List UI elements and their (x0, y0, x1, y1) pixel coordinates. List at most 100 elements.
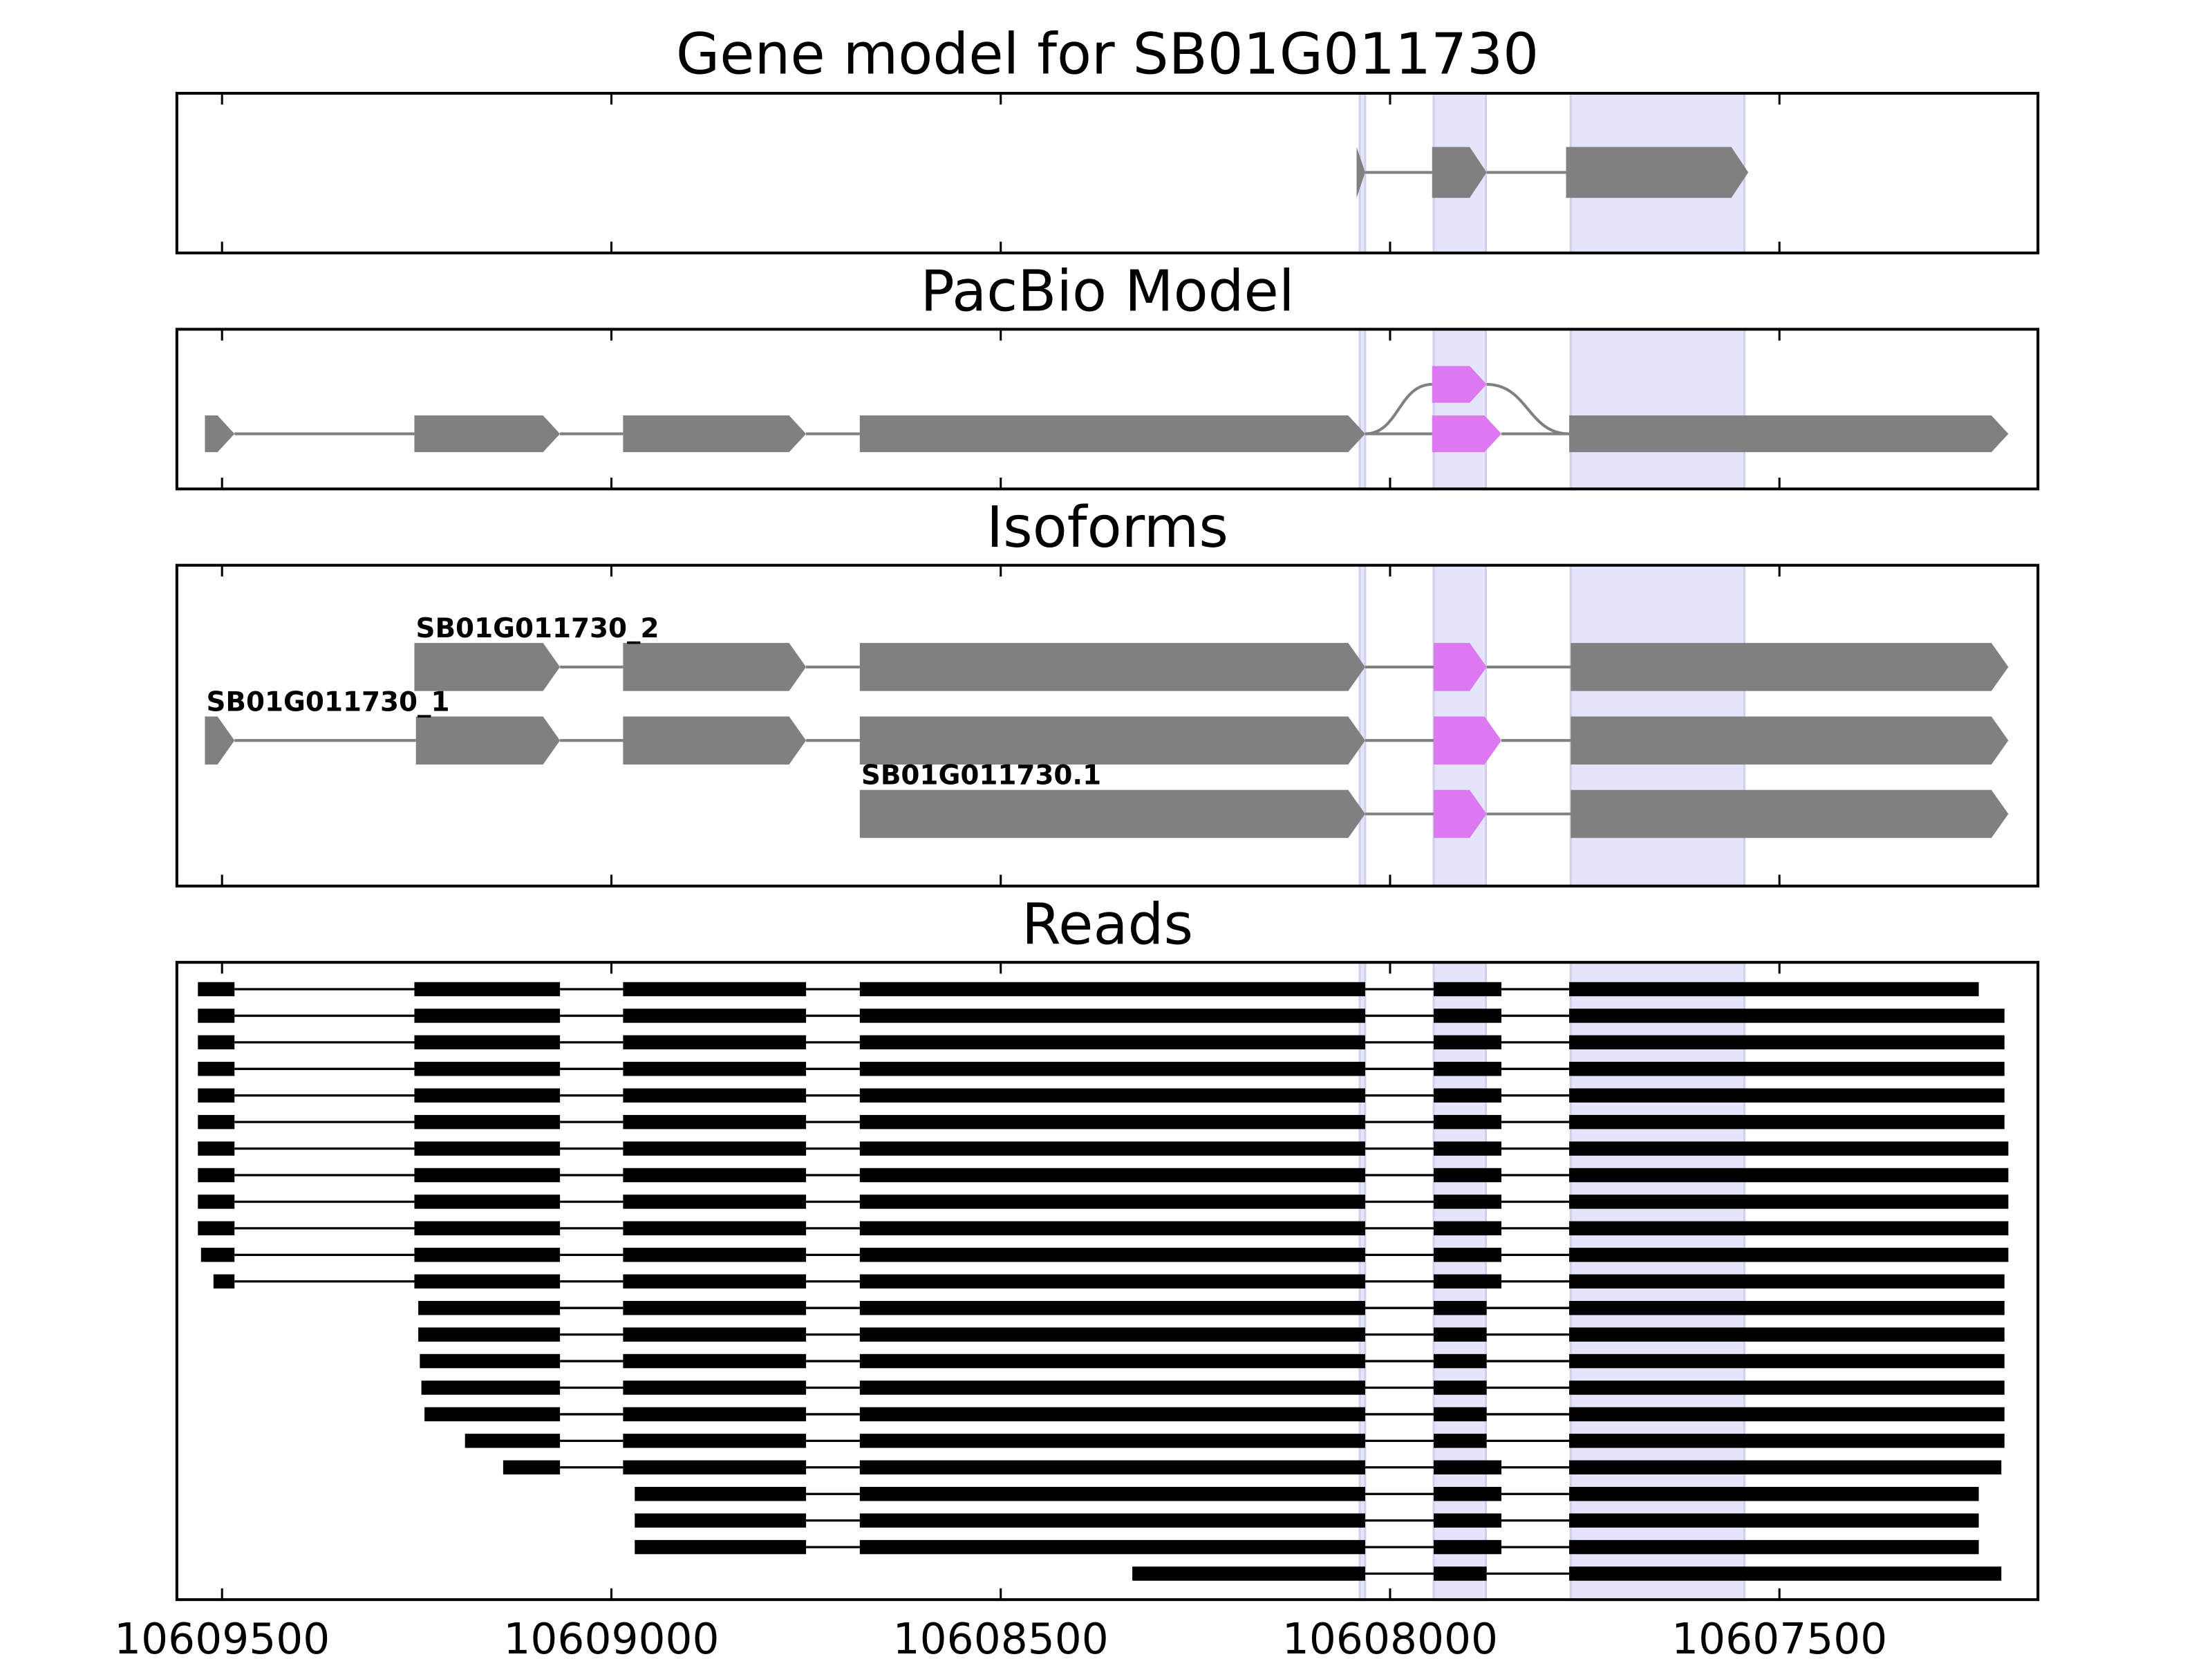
read-block (859, 1248, 1365, 1262)
panel-frame (176, 329, 2038, 489)
read-block (1569, 1009, 2005, 1023)
read-block (623, 1062, 807, 1076)
read-block (200, 1248, 235, 1262)
read-block (198, 1194, 235, 1209)
read-block (1434, 1141, 1502, 1156)
exon (623, 643, 807, 691)
read-block (1434, 1168, 1502, 1183)
read-block (198, 1168, 235, 1183)
exon (1356, 147, 1365, 198)
read-block (859, 982, 1365, 997)
panel-border (175, 961, 2040, 1602)
read-block (859, 1327, 1365, 1342)
read-block (623, 982, 807, 997)
exon (1432, 147, 1487, 198)
read-block (1569, 1353, 2005, 1369)
exon (414, 415, 561, 453)
read-block (1434, 1487, 1502, 1501)
exon (1432, 366, 1487, 403)
read-block (1569, 1407, 2005, 1422)
x-tick-label: 10608500 (893, 1615, 1109, 1659)
exon (1566, 147, 1749, 198)
read-block (198, 1062, 235, 1076)
read-block (859, 1009, 1365, 1023)
read-block (414, 1248, 561, 1262)
exon (1569, 415, 2009, 453)
read-block (1434, 1035, 1502, 1050)
read-block (1569, 1062, 2005, 1076)
read-block (198, 982, 235, 997)
read-block (1132, 1566, 1365, 1581)
panel-frame (176, 93, 2038, 253)
x-tick-label: 10608000 (1282, 1615, 1498, 1659)
read-block (1434, 1434, 1487, 1448)
read-block (623, 1380, 807, 1395)
read-block (623, 1353, 807, 1369)
panel-title: Isoforms (986, 495, 1228, 561)
x-tick-label: 10607500 (1671, 1615, 1887, 1659)
panel-title: Reads (1022, 892, 1193, 958)
read-block (623, 1141, 807, 1156)
read-block (859, 1194, 1365, 1209)
read-block (859, 1513, 1365, 1528)
read-block (1434, 1300, 1487, 1315)
read-block (424, 1407, 561, 1422)
read-block (859, 1434, 1365, 1448)
read-block (1434, 1380, 1487, 1395)
read-block (421, 1380, 561, 1395)
read-block (859, 1168, 1365, 1183)
read-block (1569, 1194, 2009, 1209)
read-block (635, 1513, 807, 1528)
read-block (1569, 1460, 2002, 1475)
x-tick-label: 10609500 (114, 1615, 330, 1659)
read-block (859, 1460, 1365, 1475)
splice-curve (1365, 383, 1432, 435)
exon (1571, 789, 2009, 838)
splice-curve (1486, 383, 1570, 435)
read-block (1434, 1062, 1502, 1076)
read-block (1569, 1487, 1979, 1501)
read-block (1434, 1274, 1502, 1288)
read-block (1434, 982, 1502, 997)
isoform-label: SB01G011730_2 (416, 613, 659, 644)
highlight-band (1432, 328, 1488, 490)
isoform-label: SB01G011730.1 (861, 760, 1101, 791)
exon (1571, 643, 2009, 691)
read-block (420, 1353, 561, 1369)
read-block (1434, 1088, 1502, 1103)
read-block (859, 1035, 1365, 1050)
read-block (414, 1088, 561, 1103)
read-block (213, 1274, 235, 1288)
read-block (1569, 1274, 2005, 1288)
read-block (1569, 1300, 2005, 1315)
read-block (414, 1221, 561, 1236)
read-block (1569, 1168, 2009, 1183)
read-block (1569, 1539, 1979, 1555)
read-block (623, 1434, 807, 1448)
read-block (465, 1434, 561, 1448)
read-block (1569, 1248, 2009, 1262)
exon (859, 415, 1365, 453)
exon (859, 643, 1365, 691)
read-block (1569, 1141, 2009, 1156)
read-block (1434, 1221, 1502, 1236)
exon (859, 716, 1365, 765)
read-block (623, 1300, 807, 1315)
read-block (1569, 1221, 2009, 1236)
read-block (1569, 1088, 2005, 1103)
highlight-band (1358, 564, 1367, 888)
read-block (1569, 982, 1979, 997)
read-block (1434, 1566, 1487, 1581)
read-block (635, 1539, 807, 1555)
read-block (418, 1327, 561, 1342)
read-block (503, 1460, 561, 1475)
read-block (1434, 1513, 1502, 1528)
read-block (1569, 1380, 2005, 1395)
read-block (198, 1114, 235, 1130)
read-block (623, 1248, 807, 1262)
read-block (414, 1009, 561, 1023)
read-block (859, 1353, 1365, 1369)
read-block (1569, 1035, 2005, 1050)
exon (414, 643, 561, 691)
